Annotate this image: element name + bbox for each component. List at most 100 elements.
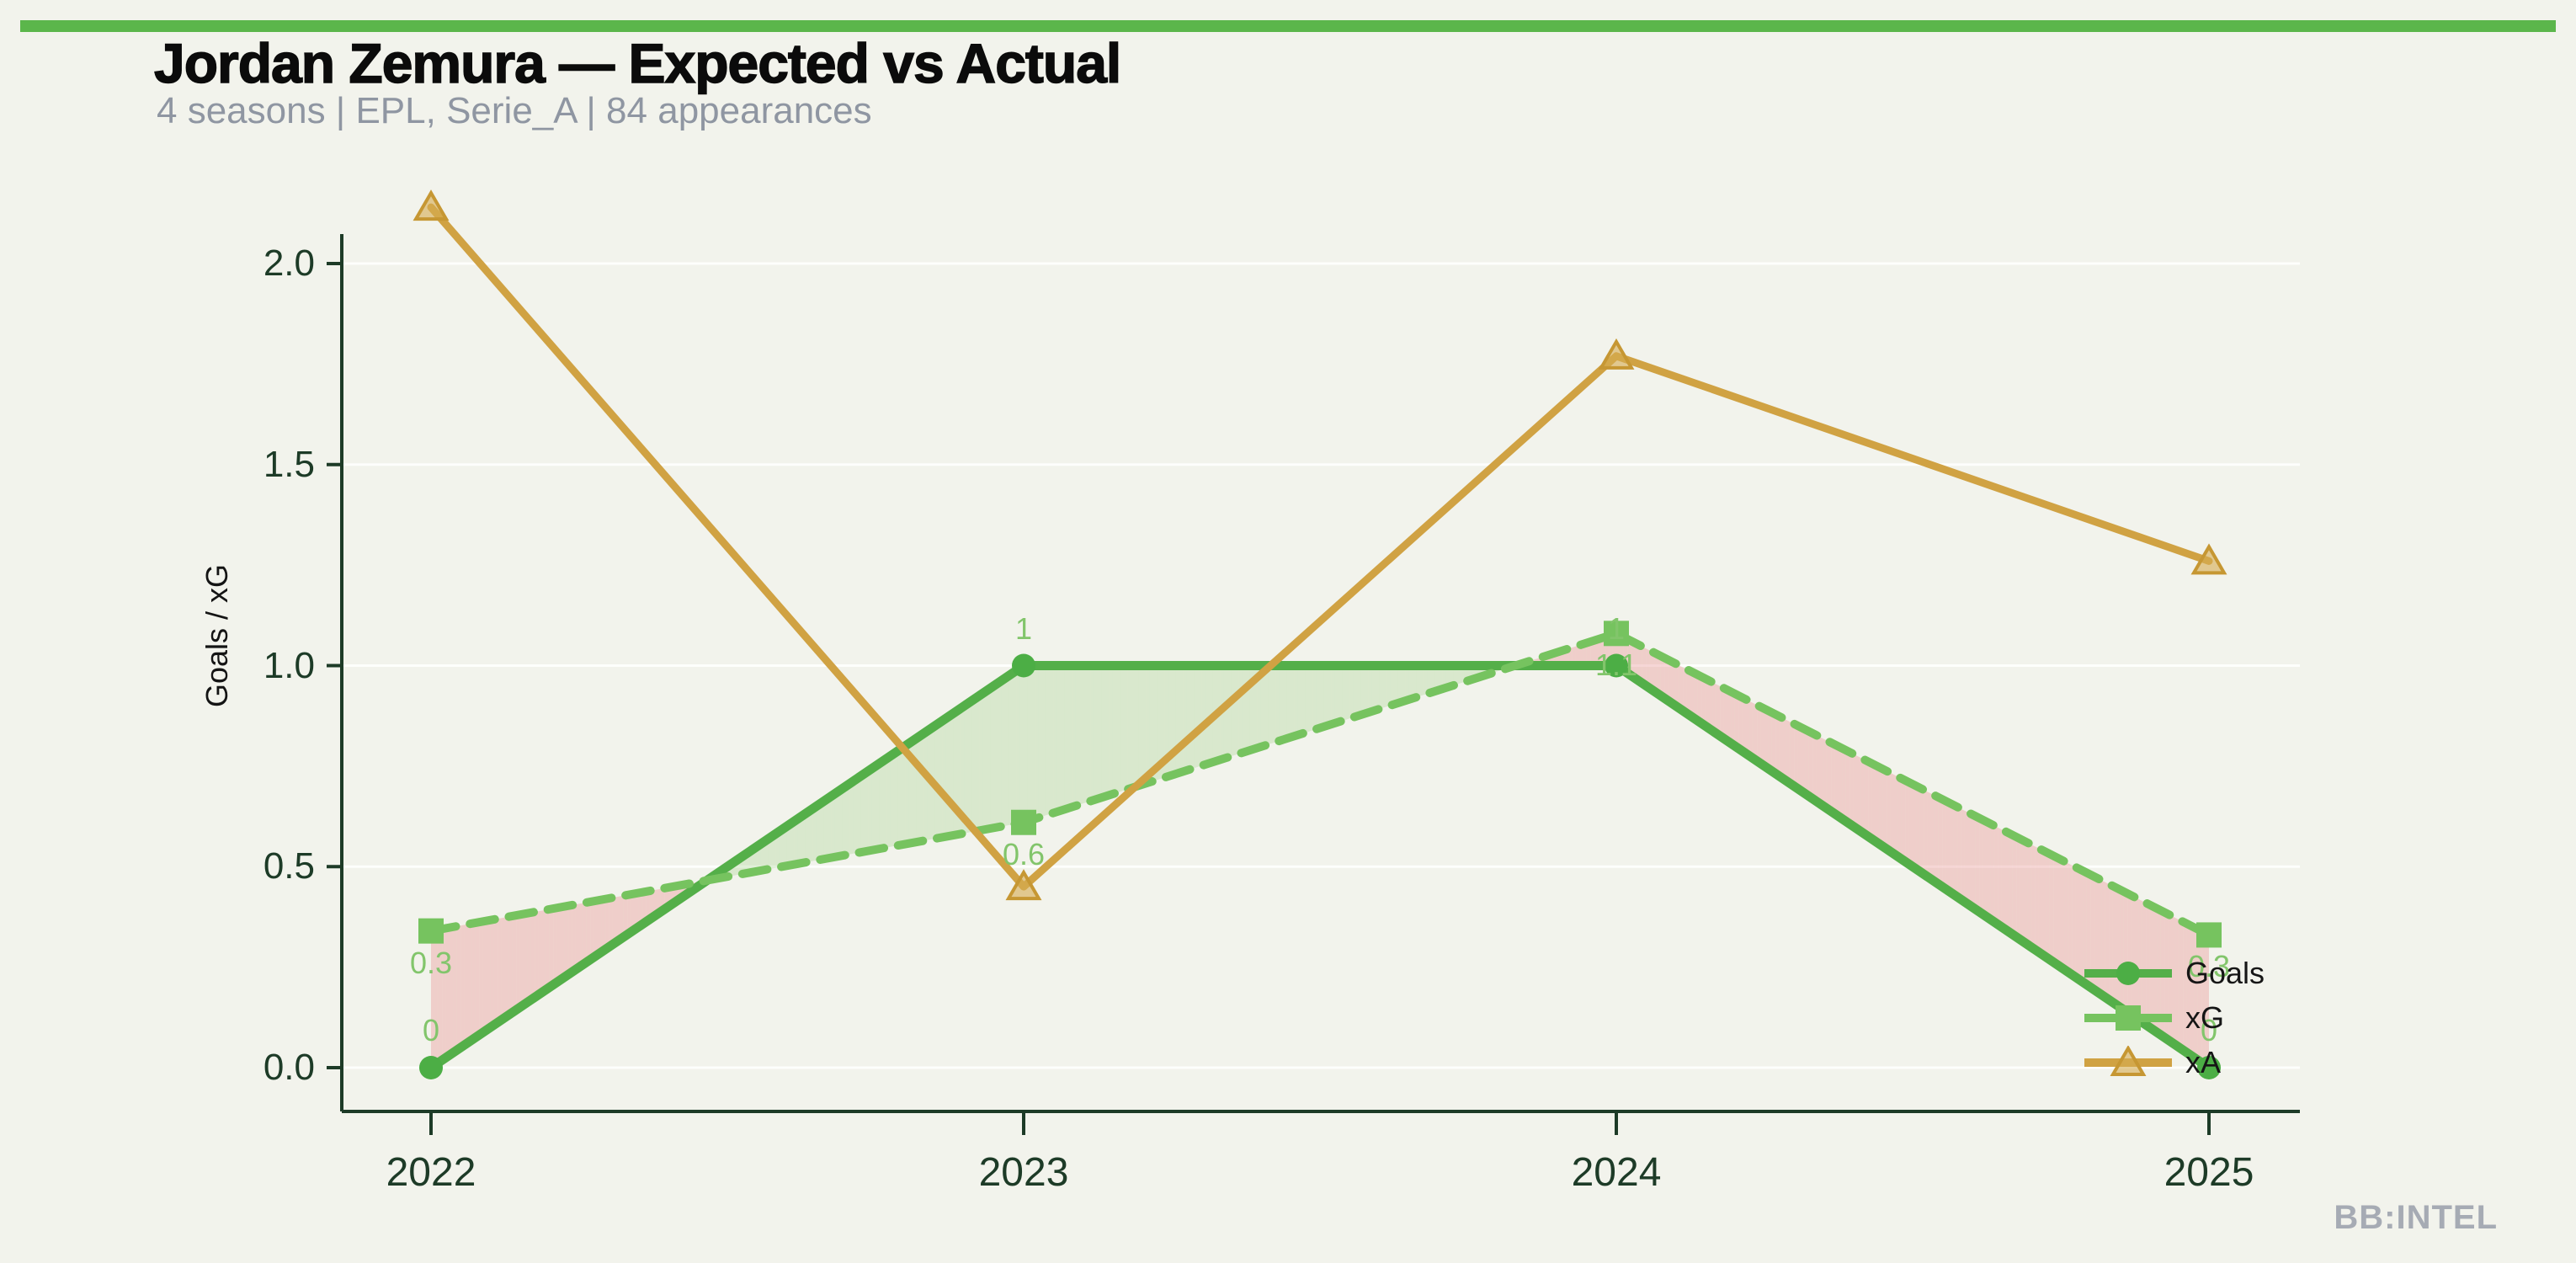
goals-xg-fill (1727, 690, 1732, 744)
xg-value-label: 1.1 (1594, 647, 1638, 683)
goals-xg-fill (638, 892, 642, 927)
goals-xg-fill (786, 823, 790, 866)
goals-xg-fill (1382, 665, 1387, 708)
goals-xg-fill (1723, 688, 1727, 742)
goals-xg-fill (1153, 665, 1158, 781)
goals-xg-fill (805, 811, 809, 863)
x-tick-label: 2024 (1571, 1150, 1662, 1195)
goals-xg-fill (1005, 675, 1009, 826)
xg-marker-2024 (1604, 621, 1629, 647)
goals-xg-fill (1950, 802, 1954, 895)
goals-xg-fill (445, 927, 450, 1058)
goals-xg-fill (1816, 735, 1820, 804)
goals-xg-fill (1064, 665, 1068, 810)
xg-value-label: 0.3 (2187, 949, 2231, 984)
goals-xg-fill (2090, 874, 2094, 990)
goals-xg-fill (1164, 665, 1168, 778)
goals-xg-fill (1257, 665, 1261, 749)
xa-marker-2023 (1005, 869, 1042, 901)
goals-xg-fill (1894, 775, 1898, 857)
goals-xg-fill (1379, 665, 1383, 710)
goals-xg-fill (1416, 665, 1420, 698)
goals-xg-fill (1660, 656, 1665, 699)
goals-xg-fill (1738, 695, 1743, 751)
goals-xg-fill (1627, 639, 1631, 676)
goals-xg-fill (2183, 921, 2187, 1053)
goals-xg-fill (860, 773, 865, 853)
goals-xg-fill (783, 826, 787, 867)
goals-xg-fill (1757, 705, 1761, 764)
goals-xg-fill (1897, 776, 1902, 860)
goals-xg-fill (1779, 716, 1783, 779)
goals-xg-fill (1456, 665, 1461, 685)
goals-xg-fill (553, 908, 557, 985)
goals-xg-fill (1657, 653, 1661, 696)
goals-xg-fill (1794, 723, 1798, 789)
goals-xg-fill (953, 711, 957, 836)
goals-xg-fill (1408, 665, 1413, 700)
goals-xg-fill (1631, 641, 1635, 679)
goals-xg-fill (516, 914, 520, 1010)
goals-xg-fill (1327, 665, 1332, 726)
goals-xg-fill (438, 929, 443, 1063)
goals-xg-fill (1146, 665, 1150, 784)
goals-xg-fill (1842, 748, 1846, 822)
goals-xg-fill (1138, 665, 1142, 786)
y-tick-label: 0.5 (263, 845, 315, 887)
goals-xg-fill (1086, 665, 1091, 802)
goals-xg-fill (1019, 665, 1024, 823)
goals-xg-fill (1024, 665, 1028, 823)
goals-xg-fill (612, 897, 616, 945)
legend-marker-square-icon (2116, 1005, 2141, 1031)
goals-xg-fill (775, 831, 780, 868)
goals-xg-fill (1109, 665, 1113, 796)
goals-xg-fill (2001, 829, 2005, 930)
goals-xg-fill (890, 753, 894, 847)
goals-xg-fill (1720, 685, 1724, 739)
xg-line (427, 629, 2213, 940)
goals-xg-fill (827, 796, 832, 859)
goals-xg-fill (1072, 665, 1076, 807)
goals-xg-fill (2072, 865, 2076, 978)
goals-xg-fill (1123, 665, 1128, 791)
goals-xg-fill (1672, 661, 1676, 706)
goals-xg-fill (1864, 759, 1869, 837)
goals-xg-fill (1890, 772, 1894, 855)
goals-xg-fill (2020, 839, 2024, 942)
goals-xg-fill (1913, 784, 1917, 870)
goals-xg-fill (2094, 877, 2098, 993)
goals-xg-fill (1649, 650, 1653, 691)
goals-xg-fill (876, 763, 880, 850)
goals-xg-fill (1993, 825, 1999, 925)
goals-xg-fill (897, 748, 902, 846)
legend-marker-circle-icon (2116, 962, 2140, 985)
goals-xg-fill (1790, 722, 1795, 786)
goals-xg-fill (2009, 833, 2013, 935)
goals-xg-fill (2005, 831, 2009, 932)
goals-xg-fill (2038, 848, 2042, 955)
goals-xg-fill (1701, 676, 1706, 727)
goals-xg-fill (561, 906, 565, 980)
goals-xg-fill (886, 755, 891, 848)
goals-xg-fill (1868, 761, 1872, 839)
goals-xg-fill (868, 768, 872, 851)
goals-xg-fill (842, 786, 846, 856)
goals-xg-fill (2197, 929, 2202, 1063)
goals-xg-fill (1413, 665, 1417, 699)
goals-xg-fill (2149, 904, 2153, 1031)
goals-xg-fill (1905, 780, 1909, 865)
goals-xg-fill (1697, 674, 1702, 724)
goals-xg-fill (1590, 640, 1594, 666)
goals-xg-fill (1823, 738, 1828, 809)
goals-xg-fill (2061, 859, 2065, 970)
goals-xg-fill (1975, 816, 1980, 912)
y-tick-label: 2.0 (263, 242, 315, 284)
goals-xg-fill (1172, 665, 1176, 775)
goals-xg-fill (460, 925, 465, 1048)
legend-sample-xg (2084, 1005, 2172, 1031)
goals-xg-fill (2042, 850, 2046, 957)
goals-xg-fill (812, 806, 817, 861)
goals-xg-fill (2027, 842, 2031, 947)
goals-xg-fill (2075, 866, 2079, 980)
goals-xg-fill (1127, 665, 1131, 790)
